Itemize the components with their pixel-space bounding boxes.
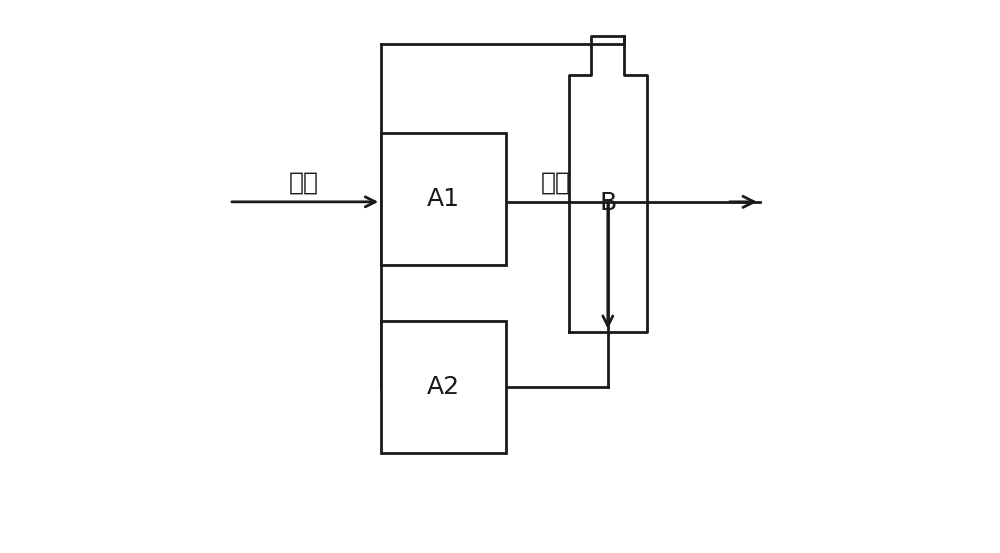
Text: 进水: 进水 — [289, 170, 319, 195]
Text: A1: A1 — [427, 187, 460, 211]
Polygon shape — [569, 36, 647, 332]
Text: B: B — [599, 191, 616, 215]
Bar — [381, 321, 506, 453]
Bar — [381, 133, 506, 265]
Text: A2: A2 — [427, 375, 460, 399]
Text: 出水: 出水 — [540, 170, 570, 195]
